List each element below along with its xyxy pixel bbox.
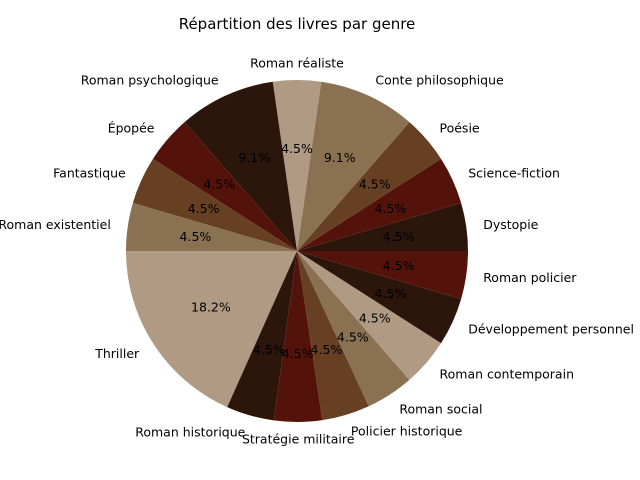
percent-label: 4.5% <box>281 141 313 156</box>
pie-slice <box>126 251 297 408</box>
slice-label: Roman contemporain <box>440 366 575 381</box>
percent-label: 4.5% <box>375 201 407 216</box>
percent-label: 4.5% <box>311 342 343 357</box>
slice-label: Dystopie <box>483 217 538 232</box>
pie-slice <box>273 251 323 422</box>
pie-slice <box>297 122 442 251</box>
pie-slice <box>184 81 297 251</box>
percent-label: 4.5% <box>203 177 235 192</box>
pie-slice <box>297 251 468 299</box>
slice-label: Roman historique <box>135 424 245 439</box>
pie-slice <box>132 158 297 251</box>
percent-label: 4.5% <box>383 229 415 244</box>
percent-label: 4.5% <box>375 286 407 301</box>
percent-labels: 4.5%4.5%4.5%9.1%4.5%9.1%4.5%4.5%4.5%18.2… <box>180 141 415 361</box>
percent-label: 4.5% <box>253 342 285 357</box>
slice-label: Roman social <box>399 401 482 416</box>
percent-label: 4.5% <box>337 330 369 345</box>
slice-label: Stratégie militaire <box>242 432 355 447</box>
chart-title: Répartition des livres par genre <box>179 15 416 33</box>
slice-label: Épopée <box>108 121 155 136</box>
percent-label: 4.5% <box>359 310 391 325</box>
slice-label: Conte philosophique <box>375 73 504 88</box>
slice-label: Développement personnel <box>468 321 634 336</box>
slice-label: Fantastique <box>53 166 126 181</box>
slice-label: Thriller <box>94 346 140 361</box>
pie-slice <box>297 203 468 251</box>
slice-label: Science-fiction <box>468 166 560 181</box>
pie-slice <box>297 251 410 407</box>
slice-label: Roman psychologique <box>81 73 219 88</box>
percent-label: 18.2% <box>191 299 231 314</box>
pie-slice <box>297 251 369 421</box>
slice-label: Poésie <box>440 121 480 136</box>
slice-label: Roman existentiel <box>0 217 111 232</box>
pie-slice <box>126 203 297 251</box>
pie-slice <box>227 251 297 421</box>
pie-slice <box>297 158 462 251</box>
percent-label: 4.5% <box>180 229 212 244</box>
percent-label: 4.5% <box>282 346 314 361</box>
pie-slice <box>297 81 410 251</box>
slice-label: Policier historique <box>351 424 463 439</box>
slice-label: Roman réaliste <box>250 55 344 70</box>
percent-label: 9.1% <box>324 150 356 165</box>
pie-slices <box>126 80 468 422</box>
slice-label: Roman policier <box>483 270 577 285</box>
pie-slice <box>152 122 297 251</box>
percent-label: 4.5% <box>383 258 415 273</box>
percent-label: 9.1% <box>238 150 270 165</box>
slice-labels: Dystopie Science-fiction Poésie Conte philo… <box>0 55 634 446</box>
pie-slice <box>297 251 442 380</box>
pie-slice <box>297 251 462 344</box>
pie-slice <box>272 80 322 252</box>
percent-label: 4.5% <box>188 201 220 216</box>
percent-label: 4.5% <box>359 177 391 192</box>
